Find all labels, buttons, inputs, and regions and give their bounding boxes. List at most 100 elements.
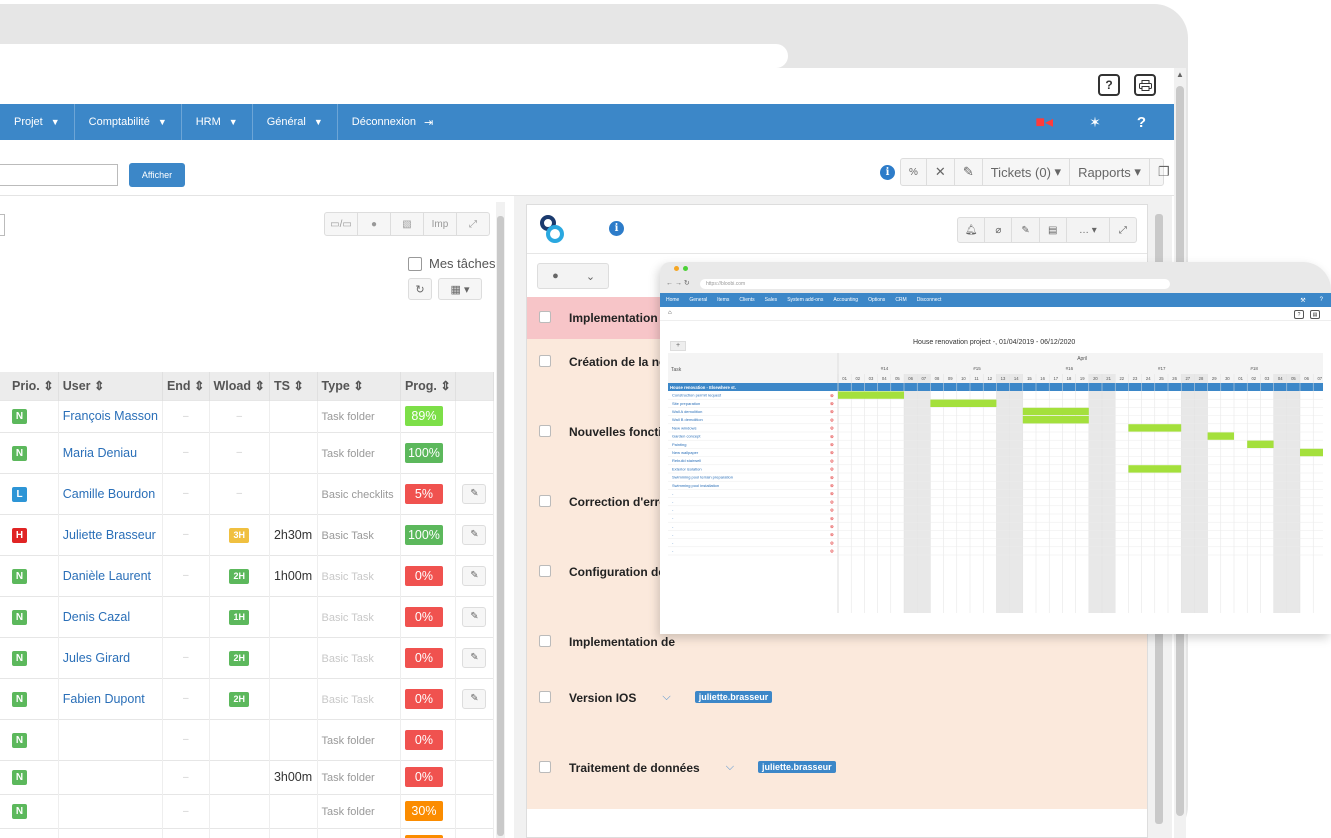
- table-row[interactable]: N–2h00mTask folder23%: [0, 827, 495, 838]
- table-row[interactable]: N Maria Deniau – – Task folder 100%: [0, 431, 495, 473]
- chevron-down-icon[interactable]: ⌵: [725, 761, 735, 773]
- table-row[interactable]: H Juliette Brasseur – 3H 2h30m Basic Task 100%…: [0, 513, 495, 555]
- nav-general[interactable]: Général ▼: [253, 104, 338, 140]
- mes-taches-filter[interactable]: Mes tâches: [408, 256, 495, 271]
- project-row[interactable]: Traitement de données ⌵ juliette.brasseur: [527, 745, 1147, 809]
- gantt-add-button[interactable]: +: [670, 341, 686, 351]
- mes-taches-checkbox[interactable]: [408, 256, 422, 271]
- panel-input[interactable]: [0, 214, 5, 236]
- task-panel-scrollbar[interactable]: [496, 202, 505, 838]
- pencil-icon[interactable]: ✎: [955, 159, 983, 185]
- user-link[interactable]: Fabien Dupont: [62, 691, 145, 706]
- gantt-nav-item[interactable]: CRM: [895, 297, 907, 303]
- magic-wand-icon[interactable]: ✶: [1089, 113, 1101, 130]
- user-link[interactable]: Danièle Laurent: [62, 568, 152, 583]
- col-type[interactable]: Type ⇕: [317, 372, 401, 400]
- help-icon[interactable]: ?: [1098, 74, 1120, 96]
- browser-url-bar[interactable]: [0, 44, 788, 68]
- bell-off-icon[interactable]: ✕: [927, 159, 955, 185]
- pdf-icon[interactable]: ▤: [1040, 218, 1067, 242]
- print-icon[interactable]: ▤: [1310, 310, 1320, 319]
- col-wload[interactable]: Wload ⇕: [209, 372, 270, 400]
- edit-icon[interactable]: ✎: [462, 524, 487, 545]
- edit-icon[interactable]: ✎: [462, 606, 487, 627]
- gantt-nav-item[interactable]: Accounting: [833, 297, 859, 303]
- project-row[interactable]: Version IOS ⌵ juliette.brasseur: [527, 675, 1147, 745]
- rapports-dropdown[interactable]: Rapports ▾: [1070, 159, 1150, 185]
- chevron-down-icon[interactable]: ⌵: [662, 691, 671, 703]
- edit-icon[interactable]: ✎: [462, 688, 487, 709]
- afficher-button[interactable]: Afficher: [129, 163, 185, 187]
- excel-icon[interactable]: ▧: [391, 213, 424, 235]
- browser-nav-icons[interactable]: ← → ↻: [666, 280, 690, 287]
- nav-hrm[interactable]: HRM ▼: [182, 104, 253, 140]
- help-icon[interactable]: ?: [1136, 113, 1146, 131]
- table-row[interactable]: N François Masson – – Task folder 89%: [0, 399, 495, 432]
- user-link[interactable]: Jules Girard: [62, 650, 131, 665]
- add-icon[interactable]: ●: [552, 270, 559, 282]
- video-camera-icon[interactable]: ■◂: [1035, 114, 1054, 131]
- table-row[interactable]: N – 3h00m Task folder 0%: [0, 759, 495, 794]
- folder-icon[interactable]: ▭/▭: [325, 213, 358, 235]
- import-button[interactable]: Imp: [424, 213, 457, 235]
- pencil-icon[interactable]: ✎: [1012, 218, 1040, 242]
- gantt-nav-item[interactable]: Options: [868, 297, 886, 303]
- nav-comptabilite[interactable]: Comptabilité ▼: [75, 104, 182, 140]
- add-icon[interactable]: ●: [358, 213, 391, 235]
- gantt-nav-item[interactable]: Items: [717, 297, 730, 303]
- bell-icon[interactable]: 🔔︎: [958, 218, 986, 242]
- expand-icon[interactable]: ⤢: [469, 218, 477, 230]
- table-row[interactable]: N Fabien Dupont – 2H Basic Task 0% ✎: [0, 677, 495, 719]
- gantt-url-bar[interactable]: https://bloobi.com: [700, 279, 1170, 289]
- gantt-nav-item[interactable]: Home: [666, 297, 680, 303]
- user-link[interactable]: Maria Deniau: [62, 445, 138, 460]
- project-checkbox[interactable]: [539, 635, 551, 647]
- table-row[interactable]: N – Task folder 30%: [0, 793, 495, 828]
- table-row[interactable]: N Jules Girard – 2H Basic Task 0% ✎: [0, 636, 495, 678]
- project-checkbox[interactable]: [539, 691, 551, 703]
- nav-deconnexion[interactable]: Déconnexion ⇥: [351, 116, 434, 129]
- user-link[interactable]: Camille Bourdon: [62, 486, 156, 501]
- minimize-icon[interactable]: [674, 266, 679, 271]
- search-input[interactable]: [0, 164, 118, 186]
- expand-icon[interactable]: ⤢: [1118, 224, 1127, 236]
- print-icon[interactable]: [1134, 74, 1156, 96]
- project-checkbox[interactable]: [539, 355, 551, 367]
- user-link[interactable]: François Masson: [62, 409, 158, 423]
- wrench-icon[interactable]: ⚒: [1300, 297, 1306, 304]
- scroll-up-icon[interactable]: ▲: [1176, 70, 1184, 79]
- percent-button[interactable]: %: [901, 159, 927, 185]
- gantt-nav-item[interactable]: System add-ons: [787, 297, 824, 303]
- project-checkbox[interactable]: [539, 311, 551, 323]
- refresh-icon[interactable]: ↻: [408, 278, 432, 300]
- project-checkbox[interactable]: [539, 565, 551, 577]
- col-prog[interactable]: Prog. ⇕: [400, 372, 456, 400]
- columns-dropdown[interactable]: ▦ ▾: [438, 278, 482, 300]
- col-ts[interactable]: TS ⇕: [269, 372, 318, 400]
- col-end[interactable]: End ⇕: [162, 372, 210, 400]
- col-prio[interactable]: Prio. ⇕: [0, 372, 59, 400]
- table-row[interactable]: N Danièle Laurent – 2H 1h00m Basic Task 0% ✎: [0, 554, 495, 596]
- help-icon[interactable]: ?: [1294, 310, 1304, 319]
- chevron-down-icon[interactable]: ⌄: [585, 270, 596, 283]
- user-link[interactable]: Denis Cazal: [62, 609, 131, 624]
- project-checkbox[interactable]: [539, 425, 551, 437]
- maximize-icon[interactable]: [683, 266, 688, 271]
- edit-icon[interactable]: ✎: [462, 647, 487, 668]
- help-icon[interactable]: ?: [1319, 297, 1323, 303]
- project-checkbox[interactable]: [539, 495, 551, 507]
- info-icon[interactable]: i: [880, 165, 895, 180]
- tickets-dropdown[interactable]: Tickets (0) ▾: [983, 159, 1071, 185]
- table-row[interactable]: N – Task folder 0%: [0, 718, 495, 760]
- gantt-nav-item[interactable]: Clients: [739, 297, 755, 303]
- gantt-nav-item[interactable]: Sales: [764, 297, 778, 303]
- table-row[interactable]: L Camille Bourdon – – Basic checklits 5% ✎: [0, 472, 495, 514]
- more-dropdown[interactable]: … ▾: [1067, 218, 1110, 242]
- attach-icon[interactable]: ⌀: [985, 218, 1013, 242]
- copy-icon[interactable]: ❐: [1157, 164, 1170, 179]
- col-user[interactable]: User ⇕: [58, 372, 163, 400]
- home-icon[interactable]: ⌂: [668, 310, 672, 316]
- edit-icon[interactable]: ✎: [462, 483, 487, 504]
- table-row[interactable]: N Denis Cazal 1H Basic Task 0% ✎: [0, 595, 495, 637]
- edit-icon[interactable]: ✎: [462, 565, 487, 586]
